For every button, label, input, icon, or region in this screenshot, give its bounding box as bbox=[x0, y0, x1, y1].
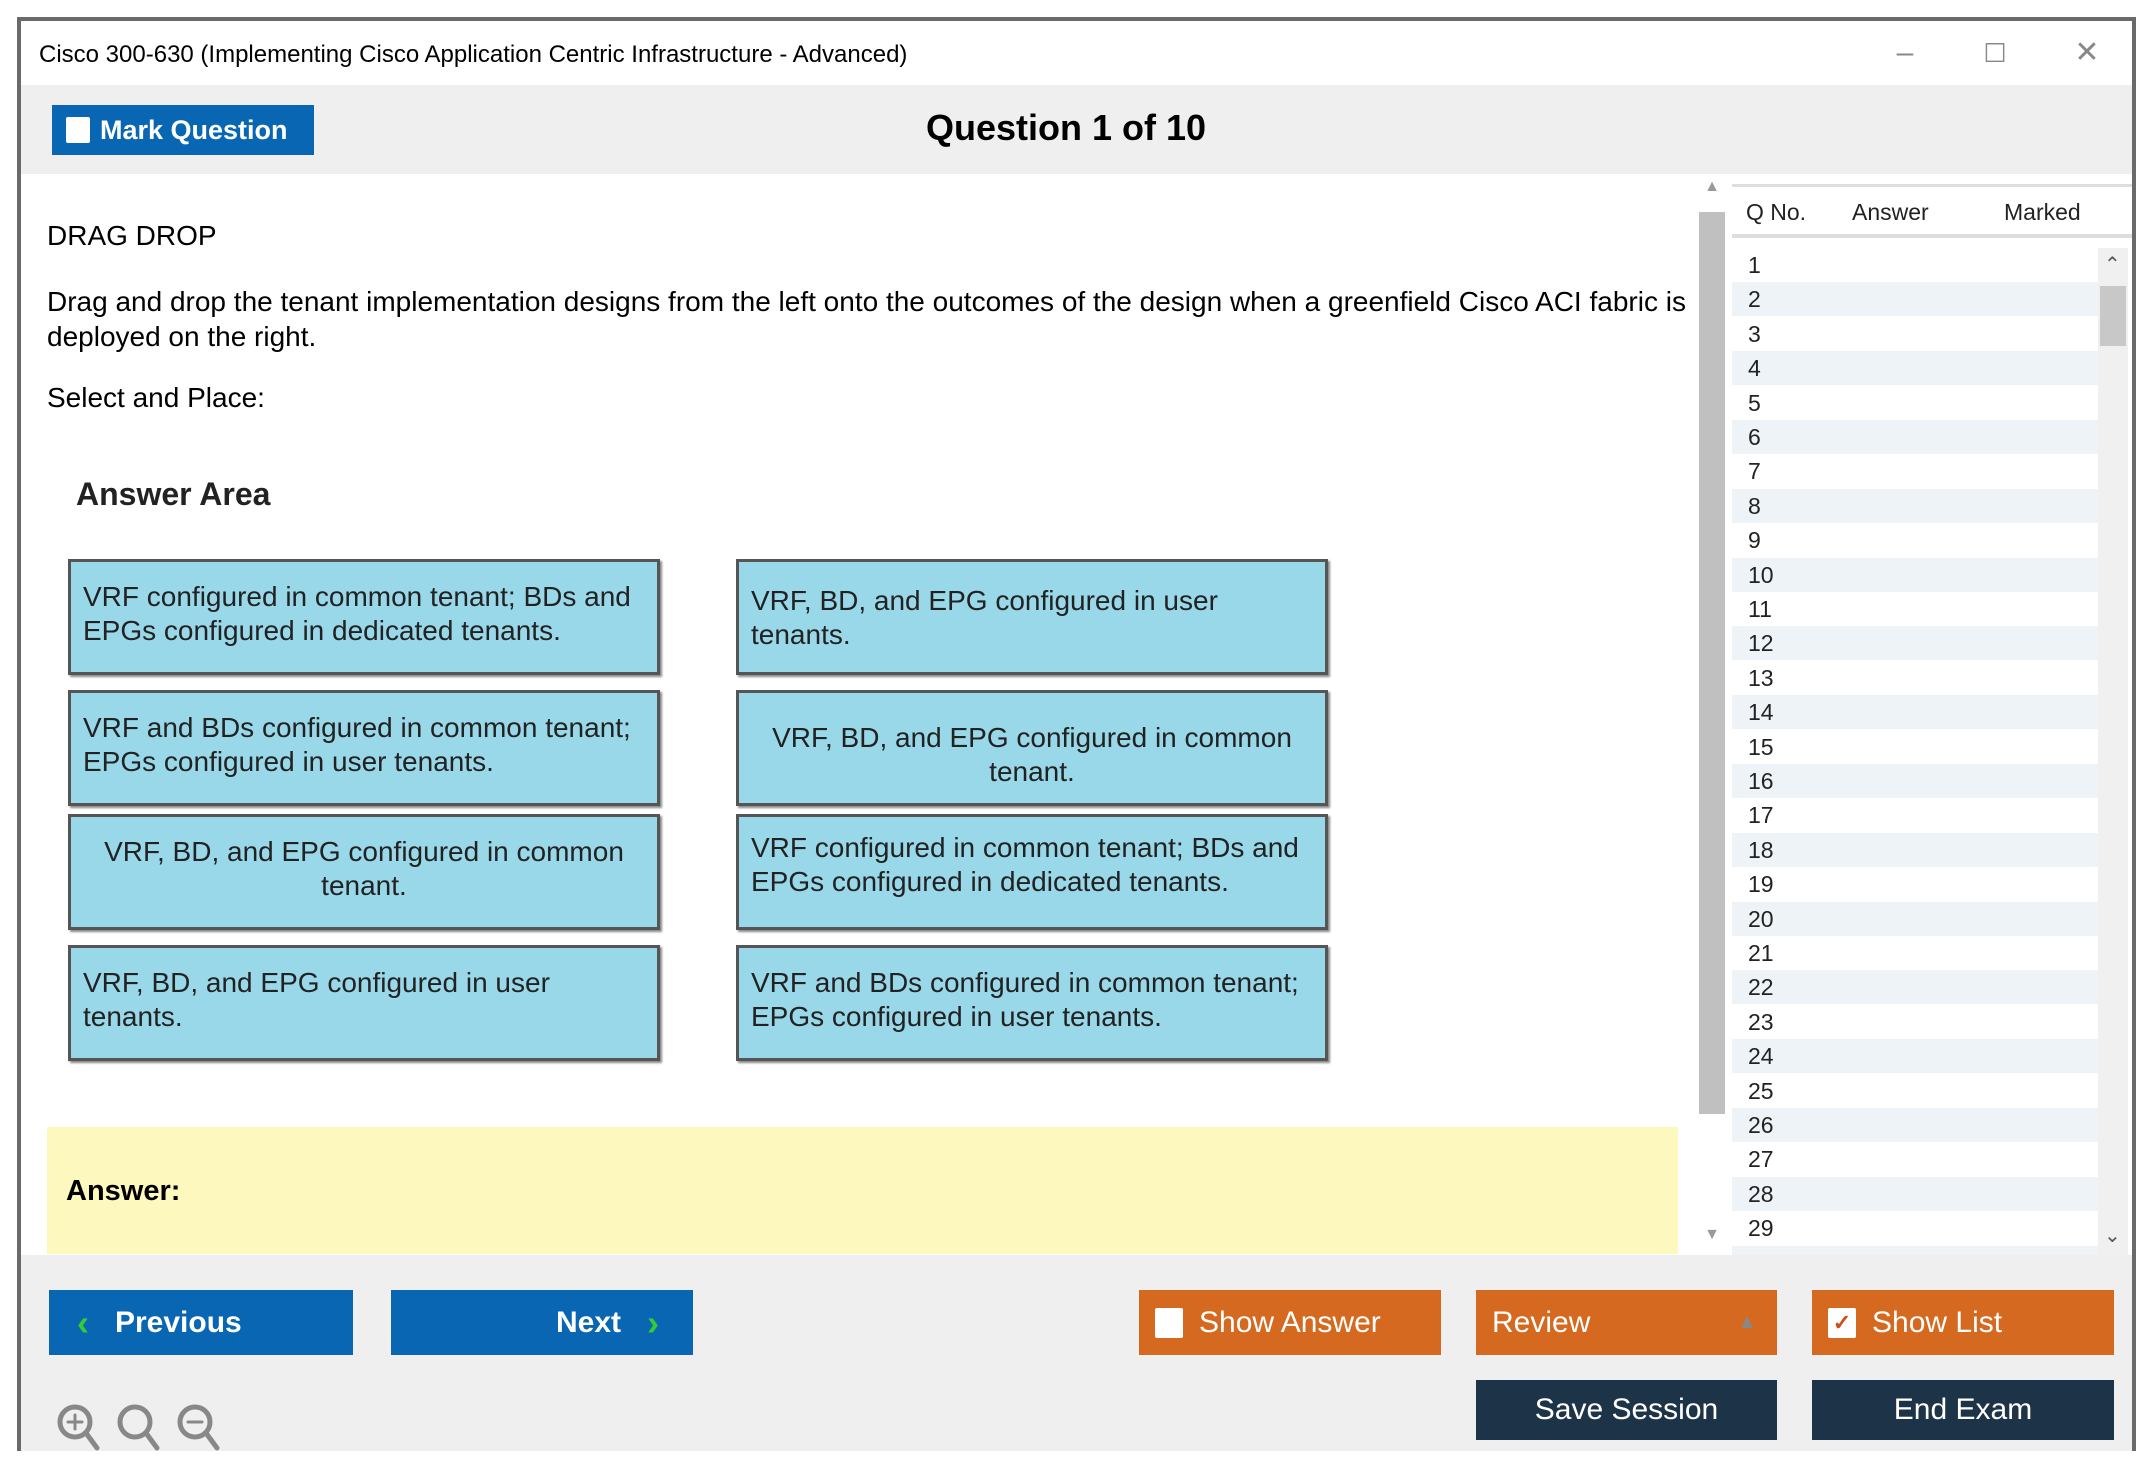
previous-label: Previous bbox=[115, 1305, 242, 1339]
question-list-row[interactable]: 15 bbox=[1748, 733, 1774, 760]
answer-label: Answer: bbox=[66, 1175, 181, 1207]
next-label: Next bbox=[555, 1305, 621, 1339]
show-answer-label: Show Answer bbox=[1199, 1305, 1381, 1339]
list-scrollbar[interactable]: ⌃ ⌄ bbox=[2098, 248, 2128, 1255]
question-content: DRAG DROP Drag and drop the tenant imple… bbox=[21, 174, 1694, 1255]
zoom-reset-icon[interactable] bbox=[117, 1404, 160, 1451]
show-list-toggle[interactable]: ✓ Show List bbox=[1812, 1290, 2114, 1355]
question-list: 1 2 3 4 5 6 7 8 9 10 11 12 13 14 15 16 17 18 19 20 21 22 23 24 2… bbox=[1732, 248, 2098, 1255]
question-list-row[interactable]: 24 bbox=[1732, 1039, 2098, 1074]
question-list-row[interactable]: 5 bbox=[1748, 389, 1761, 416]
question-list-row[interactable]: 19 bbox=[1748, 871, 1774, 898]
drop-target-right-4[interactable]: VRF and BDs configured in common tenant;… bbox=[736, 945, 1328, 1061]
question-list-row[interactable]: 23 bbox=[1748, 1008, 1774, 1035]
scrollbar-thumb[interactable] bbox=[1699, 212, 1725, 1114]
question-list-row[interactable]: 14 bbox=[1732, 695, 2098, 730]
question-list-row[interactable]: 27 bbox=[1748, 1146, 1774, 1173]
title-bar: Cisco 300-630 (Implementing Cisco Applic… bbox=[21, 21, 2132, 85]
chevron-right-icon: › bbox=[647, 1301, 659, 1343]
drag-item-left-3[interactable]: VRF, BD, and EPG configured in common te… bbox=[68, 814, 660, 930]
question-list-row[interactable]: 22 bbox=[1732, 970, 2098, 1005]
maximize-icon[interactable]: ☐ bbox=[1983, 38, 2007, 68]
column-answer: Answer bbox=[1852, 199, 1929, 225]
question-list-row[interactable]: 21 bbox=[1748, 940, 1774, 966]
end-exam-button[interactable]: End Exam bbox=[1812, 1380, 2114, 1440]
question-list-row[interactable]: 1 bbox=[1748, 252, 1761, 278]
mark-question-label: Mark Question bbox=[100, 114, 288, 145]
question-list-row[interactable]: 11 bbox=[1748, 596, 1772, 622]
review-label: Review bbox=[1492, 1305, 1591, 1339]
question-list-row[interactable]: 6 bbox=[1732, 420, 2098, 454]
question-list-row[interactable]: 10 bbox=[1732, 557, 2098, 592]
drag-item-left-1[interactable]: VRF configured in common tenant; BDs and… bbox=[68, 559, 660, 675]
instruction: Select and Place: bbox=[47, 382, 265, 413]
exam-window: Cisco 300-630 (Implementing Cisco Applic… bbox=[17, 17, 2136, 1451]
question-type: DRAG DROP bbox=[47, 220, 217, 251]
save-session-button[interactable]: Save Session bbox=[1476, 1380, 1777, 1440]
review-dropdown[interactable]: Review ▲ bbox=[1476, 1290, 1777, 1355]
drag-item-left-4[interactable]: VRF, BD, and EPG configured in user tena… bbox=[68, 945, 660, 1061]
question-list-row[interactable]: 13 bbox=[1748, 664, 1774, 691]
zoom-in-icon[interactable] bbox=[57, 1404, 100, 1451]
previous-button[interactable]: ‹ Previous bbox=[49, 1290, 353, 1355]
question-list-row[interactable]: 20 bbox=[1732, 901, 2098, 936]
content-scrollbar[interactable]: ▲ ▼ bbox=[1695, 174, 1729, 1255]
show-answer-toggle[interactable]: Show Answer bbox=[1139, 1290, 1441, 1355]
answer-area-title: Answer Area bbox=[76, 476, 271, 512]
question-list-row[interactable]: 7 bbox=[1748, 458, 1761, 485]
column-marked: Marked bbox=[2004, 199, 2081, 225]
question-list-row[interactable]: 25 bbox=[1748, 1077, 1774, 1104]
question-list-row[interactable]: 17 bbox=[1748, 802, 1774, 829]
show-list-label: Show List bbox=[1872, 1305, 2003, 1339]
checkbox-icon bbox=[66, 117, 90, 143]
question-list-row[interactable]: 9 bbox=[1748, 527, 1761, 554]
zoom-controls bbox=[57, 1404, 220, 1451]
answer-section: Answer: bbox=[47, 1127, 1678, 1254]
question-counter: Question 1 of 10 bbox=[925, 107, 1207, 148]
checkbox-icon bbox=[1155, 1307, 1183, 1338]
list-scroll-down-icon[interactable]: ⌄ bbox=[2104, 1225, 2121, 1247]
question-list-row[interactable]: 8 bbox=[1732, 488, 2098, 523]
question-header: Mark Question Question 1 of 10 bbox=[21, 85, 2132, 174]
minimize-icon[interactable]: – bbox=[1896, 36, 1914, 69]
drag-item-left-2[interactable]: VRF and BDs configured in common tenant;… bbox=[68, 690, 660, 806]
question-list-row[interactable]: 3 bbox=[1748, 320, 1761, 347]
question-list-row[interactable]: 30 bbox=[1732, 1245, 2098, 1255]
scroll-down-icon[interactable]: ▼ bbox=[1704, 1226, 1720, 1243]
question-list-row[interactable]: 29 bbox=[1748, 1215, 1774, 1242]
drop-target-right-2[interactable]: VRF, BD, and EPG configured in common te… bbox=[736, 690, 1328, 806]
mark-question-button[interactable]: Mark Question bbox=[52, 105, 314, 155]
list-scroll-up-icon[interactable]: ⌃ bbox=[2104, 254, 2121, 276]
next-button[interactable]: Next › bbox=[391, 1290, 693, 1355]
drop-target-right-3[interactable]: VRF configured in common tenant; BDs and… bbox=[736, 814, 1328, 930]
question-list-row[interactable]: 12 bbox=[1732, 626, 2098, 661]
column-qno: Q No. bbox=[1746, 199, 1807, 225]
window-title: Cisco 300-630 (Implementing Cisco Applic… bbox=[39, 41, 908, 68]
question-list-row[interactable]: 2 bbox=[1732, 282, 2098, 317]
triangle-up-icon: ▲ bbox=[1737, 1311, 1757, 1333]
question-list-header: Q No. Answer Marked bbox=[1732, 184, 2132, 238]
footer-toolbar: ‹ Previous Next › Show Answer Review ▲ ✓… bbox=[21, 1255, 2132, 1451]
question-list-row[interactable]: 26 bbox=[1732, 1108, 2098, 1142]
question-list-row[interactable]: 28 bbox=[1732, 1176, 2098, 1211]
question-list-row[interactable]: 18 bbox=[1732, 832, 2098, 867]
question-list-row[interactable]: 4 bbox=[1732, 351, 2098, 386]
checkmark-icon: ✓ bbox=[1828, 1307, 1856, 1338]
chevron-left-icon: ‹ bbox=[77, 1301, 89, 1343]
question-list-row[interactable]: 16 bbox=[1732, 764, 2098, 798]
scroll-up-icon[interactable]: ▲ bbox=[1704, 178, 1720, 195]
close-icon[interactable]: ✕ bbox=[2074, 36, 2100, 69]
question-list-panel: Q No. Answer Marked 1 2 3 4 5 6 7 8 9 10 11 12 13 14 1… bbox=[1732, 174, 2132, 1255]
zoom-out-icon[interactable] bbox=[177, 1404, 220, 1451]
list-scrollbar-thumb[interactable] bbox=[2100, 286, 2126, 346]
drop-target-right-1[interactable]: VRF, BD, and EPG configured in user tena… bbox=[736, 559, 1328, 675]
question-text: Drag and drop the tenant implementation … bbox=[47, 286, 1686, 352]
